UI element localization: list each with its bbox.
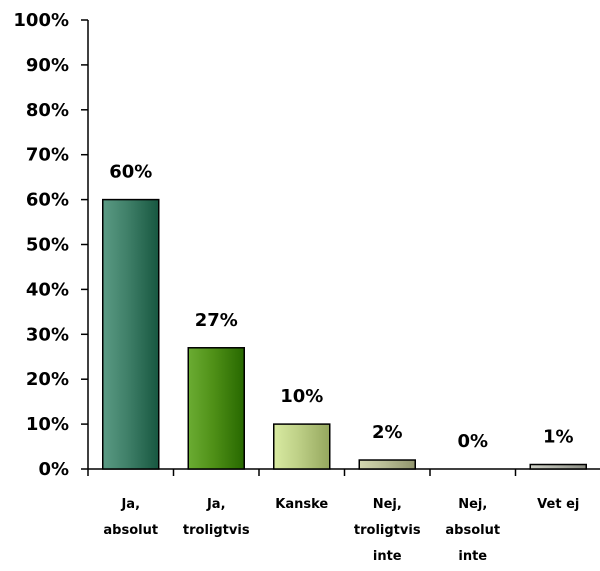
y-tick-label: 50% (26, 235, 69, 256)
bars (102, 198, 587, 470)
bar (102, 198, 160, 470)
x-category-label-line: absolut (445, 523, 500, 538)
y-tick-label: 60% (26, 190, 69, 211)
x-category-label-line: Nej, (373, 497, 402, 512)
x-category-label: Ja, absolut (103, 497, 158, 538)
y-tick-label: 40% (26, 279, 69, 300)
bar-value-label: 60% (109, 162, 152, 183)
y-tick-label: 100% (13, 10, 69, 31)
bar-value-label: 27% (195, 310, 238, 331)
x-category-label-line: Vet ej (537, 497, 579, 512)
bar-value-label: 0% (457, 431, 488, 452)
labels: 60% 27% 10% 2% 0% 1% Ja, absolut Ja, troligtvis Ka… (103, 162, 579, 564)
x-category-label-line: troligtvis (183, 523, 250, 538)
y-tick-label: 20% (26, 369, 69, 390)
y-tick-label: 0% (38, 459, 69, 480)
x-category-label-line: inte (458, 549, 487, 564)
y-tick-label: 10% (26, 414, 69, 435)
bar-value-label: 10% (280, 386, 323, 407)
x-category-label-line: Nej, (458, 497, 487, 512)
y-tick-label: 80% (26, 100, 69, 121)
y-tick-label: 70% (26, 145, 69, 166)
bar (529, 463, 587, 470)
x-category-label-line: Ja, (120, 497, 140, 512)
x-category-label: Kanske (275, 497, 328, 512)
bar-value-label: 2% (372, 422, 403, 443)
bar (187, 347, 245, 470)
bar-value-label: 1% (543, 427, 574, 448)
x-category-label-line: absolut (103, 523, 158, 538)
x-category-label-line: troligtvis (354, 523, 421, 538)
axes: 0% 10% 20% 30% 40% 50% 60% 70% 80% 90% 100% (13, 10, 600, 480)
y-tick-label: 90% (26, 55, 69, 76)
x-category-label-line: Ja, (206, 497, 226, 512)
bar (358, 459, 416, 470)
x-category-label: Ja, troligtvis (183, 497, 250, 538)
x-category-label: Vet ej (537, 497, 579, 512)
x-category-label-line: inte (373, 549, 402, 564)
x-category-label: Nej, absolut inte (445, 497, 500, 564)
x-category-label-line: Kanske (275, 497, 328, 512)
x-category-label: Nej, troligtvis inte (354, 497, 421, 564)
y-tick-label: 30% (26, 324, 69, 345)
bar (273, 423, 331, 470)
